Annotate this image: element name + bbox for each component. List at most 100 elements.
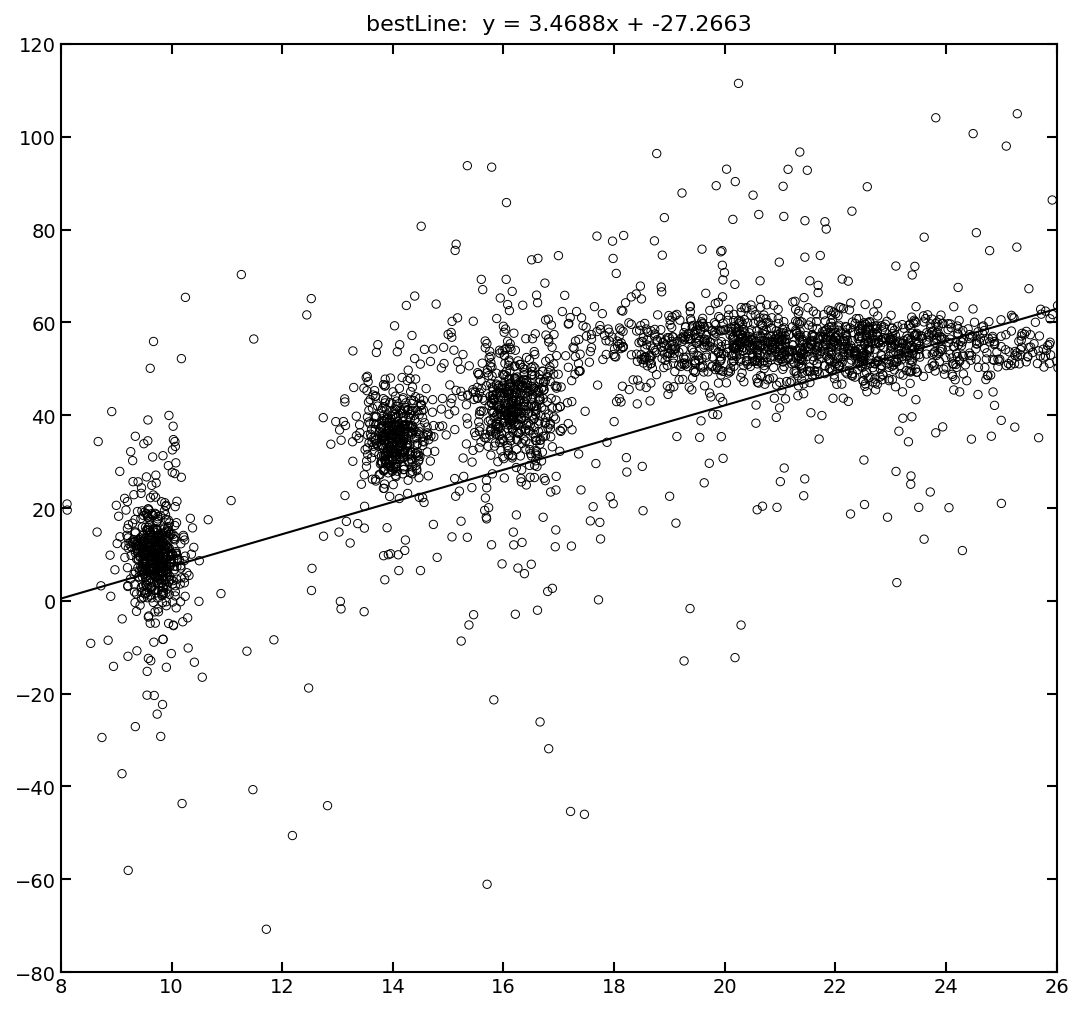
Point bbox=[133, 534, 151, 550]
Point bbox=[907, 336, 925, 352]
Point bbox=[710, 345, 727, 361]
Point bbox=[129, 545, 146, 561]
Point bbox=[519, 416, 537, 432]
Point bbox=[163, 572, 180, 588]
Point bbox=[661, 317, 679, 334]
Point bbox=[387, 449, 404, 465]
Point bbox=[957, 358, 975, 374]
Point bbox=[369, 398, 386, 415]
Point bbox=[535, 374, 553, 390]
Point bbox=[397, 422, 414, 438]
Point bbox=[397, 533, 414, 549]
Point bbox=[1008, 240, 1025, 256]
Point bbox=[122, 444, 140, 460]
Point bbox=[796, 376, 813, 392]
Point bbox=[828, 329, 846, 345]
Point bbox=[356, 467, 373, 483]
Point bbox=[129, 534, 146, 550]
Point bbox=[850, 330, 867, 346]
Point bbox=[866, 363, 883, 379]
Point bbox=[537, 374, 554, 390]
Point bbox=[151, 529, 168, 545]
Point bbox=[502, 401, 519, 418]
Point bbox=[528, 398, 545, 415]
Point bbox=[384, 428, 401, 444]
Point bbox=[653, 284, 670, 300]
Point bbox=[146, 536, 164, 552]
Point bbox=[659, 331, 676, 347]
Point bbox=[163, 646, 180, 662]
Point bbox=[509, 378, 527, 394]
Point bbox=[879, 510, 896, 526]
Point bbox=[540, 365, 557, 381]
Point bbox=[488, 377, 505, 393]
Point bbox=[508, 433, 526, 449]
Point bbox=[152, 553, 169, 569]
Point bbox=[767, 409, 785, 426]
Point bbox=[515, 412, 532, 429]
Point bbox=[533, 399, 551, 416]
Point bbox=[880, 349, 898, 365]
Point bbox=[992, 312, 1009, 329]
Point bbox=[749, 353, 766, 369]
Point bbox=[968, 334, 985, 350]
Point bbox=[483, 405, 501, 422]
Point bbox=[514, 378, 531, 394]
Point bbox=[924, 324, 941, 340]
Point bbox=[155, 559, 172, 575]
Point bbox=[153, 557, 170, 573]
Point bbox=[152, 531, 169, 547]
Point bbox=[385, 447, 402, 463]
Point bbox=[1016, 327, 1033, 343]
Point bbox=[743, 332, 760, 348]
Point bbox=[528, 459, 545, 475]
Point bbox=[154, 632, 171, 648]
Point bbox=[384, 464, 401, 480]
Point bbox=[491, 421, 508, 437]
Point bbox=[127, 525, 144, 541]
Point bbox=[526, 398, 543, 415]
Point bbox=[145, 539, 163, 555]
Point bbox=[494, 449, 512, 465]
Point bbox=[762, 343, 779, 359]
Point bbox=[388, 409, 405, 426]
Point bbox=[1070, 427, 1084, 443]
Point bbox=[757, 328, 774, 344]
Point bbox=[508, 369, 526, 385]
Point bbox=[492, 407, 509, 424]
Point bbox=[710, 345, 727, 361]
Point bbox=[164, 576, 181, 592]
Point bbox=[1020, 281, 1037, 297]
Point bbox=[402, 384, 420, 400]
Point bbox=[659, 378, 676, 394]
Point bbox=[945, 382, 963, 398]
Point bbox=[762, 353, 779, 369]
Point bbox=[788, 325, 805, 341]
Point bbox=[666, 379, 683, 395]
Point bbox=[728, 338, 746, 354]
Point bbox=[383, 452, 400, 468]
Point bbox=[486, 391, 503, 407]
Point bbox=[559, 417, 577, 433]
Point bbox=[904, 354, 921, 370]
Point bbox=[932, 307, 950, 324]
Point bbox=[803, 329, 821, 345]
Point bbox=[476, 502, 493, 519]
Point bbox=[506, 607, 524, 623]
Point bbox=[128, 643, 145, 659]
Point bbox=[746, 341, 763, 357]
Point bbox=[738, 355, 756, 371]
Point bbox=[393, 418, 411, 434]
Point bbox=[545, 356, 563, 372]
Point bbox=[925, 346, 942, 362]
Point bbox=[678, 356, 695, 372]
Point bbox=[790, 341, 808, 357]
Point bbox=[127, 564, 144, 580]
Point bbox=[501, 379, 518, 395]
Point bbox=[153, 560, 170, 576]
Point bbox=[505, 359, 522, 375]
Point bbox=[589, 378, 606, 394]
Point bbox=[674, 334, 692, 350]
Point bbox=[725, 313, 743, 330]
Point bbox=[525, 412, 542, 429]
